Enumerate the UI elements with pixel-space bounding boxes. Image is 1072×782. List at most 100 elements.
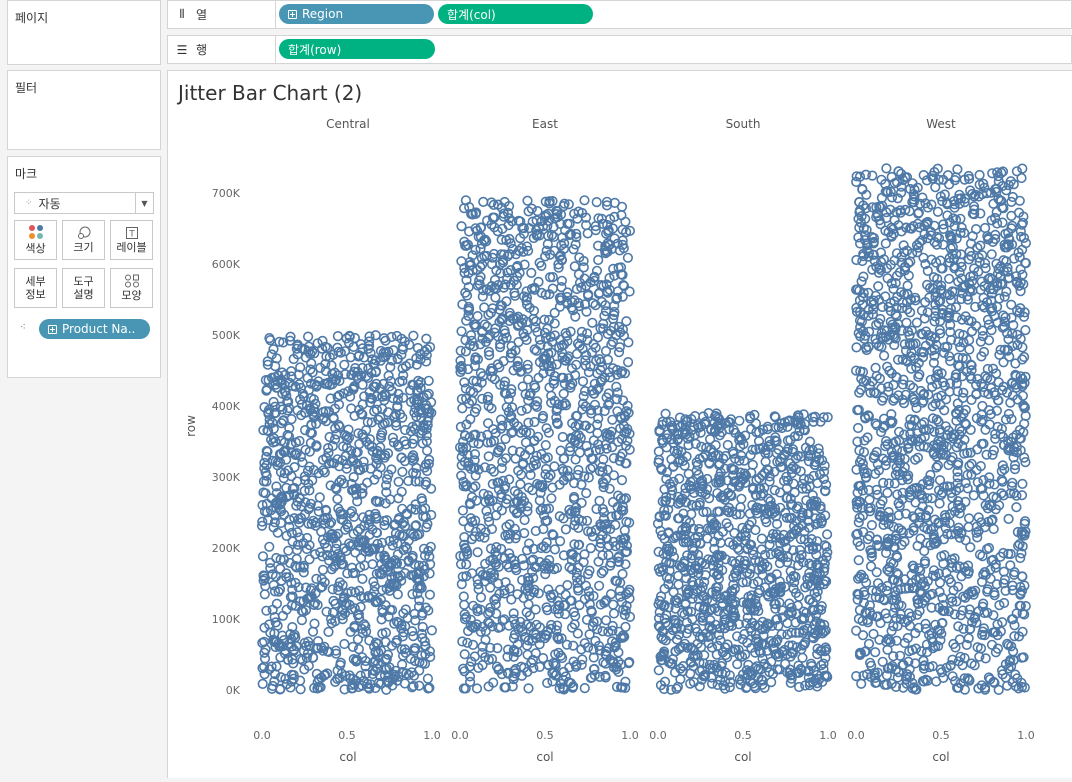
data-point[interactable] xyxy=(573,539,584,551)
data-point[interactable] xyxy=(505,413,516,424)
data-point[interactable] xyxy=(530,604,541,615)
data-point[interactable] xyxy=(389,411,400,423)
data-point[interactable] xyxy=(490,323,501,334)
data-point[interactable] xyxy=(503,668,514,679)
data-point[interactable] xyxy=(392,402,403,413)
data-point[interactable] xyxy=(337,610,348,621)
data-point[interactable] xyxy=(525,469,536,481)
data-point[interactable] xyxy=(264,541,275,552)
data-point[interactable] xyxy=(298,560,309,571)
data-point[interactable] xyxy=(296,605,307,616)
data-point[interactable] xyxy=(572,469,583,480)
data-point[interactable] xyxy=(286,577,297,589)
data-point[interactable] xyxy=(499,553,510,564)
data-point[interactable] xyxy=(308,410,319,421)
data-point[interactable] xyxy=(322,668,333,679)
data-point[interactable] xyxy=(570,239,581,250)
data-point[interactable] xyxy=(288,353,299,365)
data-point[interactable] xyxy=(261,460,272,471)
data-point[interactable] xyxy=(540,569,551,580)
data-point[interactable] xyxy=(577,404,588,415)
data-point[interactable] xyxy=(580,360,591,371)
data-point[interactable] xyxy=(546,361,557,372)
data-point[interactable] xyxy=(624,286,635,297)
data-point[interactable] xyxy=(327,584,338,595)
data-point[interactable] xyxy=(334,673,345,684)
data-point[interactable] xyxy=(510,345,521,356)
data-point[interactable] xyxy=(487,478,498,490)
data-point[interactable] xyxy=(535,481,546,492)
data-point[interactable] xyxy=(476,238,488,250)
data-point[interactable] xyxy=(470,429,481,440)
data-point[interactable] xyxy=(389,618,400,629)
data-point[interactable] xyxy=(521,619,532,630)
data-point[interactable] xyxy=(528,554,539,565)
data-point[interactable] xyxy=(614,455,625,466)
data-point[interactable] xyxy=(558,243,570,254)
data-point[interactable] xyxy=(461,274,472,286)
data-point[interactable] xyxy=(542,452,553,463)
data-point[interactable] xyxy=(388,393,399,404)
data-point[interactable] xyxy=(547,283,558,294)
data-point[interactable] xyxy=(397,631,408,642)
data-point[interactable] xyxy=(499,196,510,208)
data-point[interactable] xyxy=(609,306,620,318)
data-point[interactable] xyxy=(617,324,629,335)
data-point[interactable] xyxy=(585,463,596,475)
data-point[interactable] xyxy=(503,644,514,655)
data-point[interactable] xyxy=(469,455,480,466)
data-point[interactable] xyxy=(347,679,358,691)
data-point[interactable] xyxy=(509,486,521,497)
data-point[interactable] xyxy=(270,641,281,653)
data-point[interactable] xyxy=(502,267,513,278)
data-point[interactable] xyxy=(457,505,469,516)
data-point[interactable] xyxy=(484,350,495,361)
data-point[interactable] xyxy=(579,195,590,206)
data-point[interactable] xyxy=(344,331,355,342)
data-point[interactable] xyxy=(485,572,497,584)
data-point[interactable] xyxy=(471,683,483,694)
data-point[interactable] xyxy=(618,280,630,292)
data-point[interactable] xyxy=(586,453,597,464)
shape-button[interactable]: 모양 xyxy=(110,268,153,308)
data-point[interactable] xyxy=(526,635,538,646)
data-point[interactable] xyxy=(528,305,540,316)
data-point[interactable] xyxy=(458,516,469,527)
data-point[interactable] xyxy=(397,466,408,478)
data-point[interactable] xyxy=(405,385,416,396)
data-point[interactable] xyxy=(483,681,494,692)
data-point[interactable] xyxy=(275,517,286,529)
data-point[interactable] xyxy=(340,451,351,462)
data-point[interactable] xyxy=(418,511,429,522)
data-point[interactable] xyxy=(581,614,593,625)
data-point[interactable] xyxy=(508,633,520,644)
data-point[interactable] xyxy=(594,444,606,455)
data-point[interactable] xyxy=(260,375,271,386)
data-point[interactable] xyxy=(579,386,591,397)
data-point[interactable] xyxy=(488,435,500,447)
data-point[interactable] xyxy=(504,307,515,318)
data-point[interactable] xyxy=(541,537,552,548)
data-point[interactable] xyxy=(399,644,410,655)
data-point[interactable] xyxy=(304,592,315,603)
region-pill[interactable]: Region xyxy=(279,4,434,24)
data-point[interactable] xyxy=(318,406,329,418)
data-point[interactable] xyxy=(560,225,571,236)
data-point[interactable] xyxy=(304,554,315,565)
data-point[interactable] xyxy=(304,640,315,652)
data-point[interactable] xyxy=(504,583,515,594)
data-point[interactable] xyxy=(782,617,793,629)
data-point[interactable] xyxy=(606,511,617,522)
data-point[interactable] xyxy=(265,335,276,346)
data-point[interactable] xyxy=(515,479,526,490)
data-point[interactable] xyxy=(413,379,424,390)
data-point[interactable] xyxy=(355,464,366,476)
data-point[interactable] xyxy=(312,599,323,611)
data-point[interactable] xyxy=(591,197,602,208)
data-point[interactable] xyxy=(546,623,557,635)
data-point[interactable] xyxy=(340,369,351,380)
data-point[interactable] xyxy=(312,683,323,694)
data-point[interactable] xyxy=(756,533,768,544)
data-point[interactable] xyxy=(289,513,300,524)
data-point[interactable] xyxy=(594,354,605,365)
